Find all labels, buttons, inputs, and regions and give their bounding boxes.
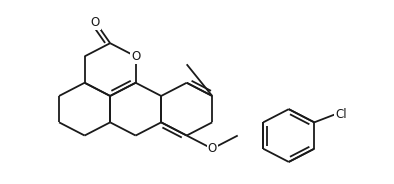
Text: O: O [91, 16, 100, 29]
Text: Cl: Cl [335, 108, 347, 121]
Text: O: O [208, 142, 217, 155]
Text: O: O [131, 50, 140, 63]
